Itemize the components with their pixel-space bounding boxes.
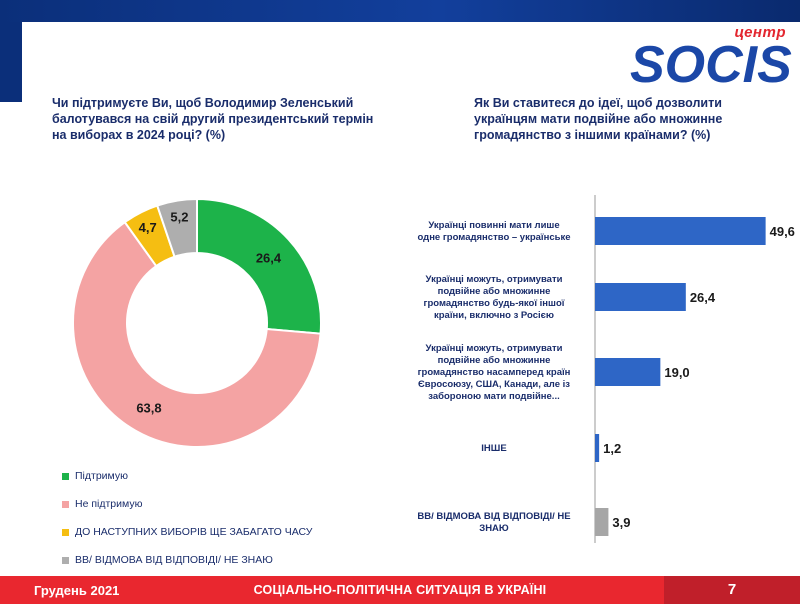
donut-slice-1: [72, 220, 322, 448]
bar-category-line: Українці можуть, отримувати: [426, 343, 563, 354]
bar-category-line: Українці повинні мати лише: [428, 220, 559, 231]
bar-value-0: 49,6: [770, 224, 795, 239]
legend-item-0: Підтримую: [62, 462, 422, 490]
logo-small-text: центр: [734, 24, 786, 41]
donut-legend: Підтримую Не підтримую ДО НАСТУПНИХ ВИБОРІ…: [62, 462, 422, 574]
donut-label-0: 26,4: [256, 250, 282, 265]
bar-category-3: ІНШЕ: [481, 443, 506, 454]
bar-value-4: 3,9: [612, 515, 630, 530]
footer-title: СОЦІАЛЬНО-ПОЛІТИЧНА СИТУАЦІЯ В УКРАЇНІ: [253, 583, 547, 597]
top-banner: [0, 0, 800, 22]
legend-swatch-1: [62, 500, 69, 508]
socis-logo: центр SOCIS: [628, 22, 798, 92]
legend-label-2: ДО НАСТУПНИХ ВИБОРІВ ЩЕ ЗАБАГАТО ЧАСУ: [75, 526, 313, 538]
bar-category-2: Українці можуть, отримувати подвійне або …: [418, 343, 571, 402]
bar-category-line: ЗНАЮ: [479, 523, 509, 534]
bar-value-3: 1,2: [603, 441, 621, 456]
bar-category-4: ВВ/ ВІДМОВА ВІД ВІДПОВІДІ/ НЕ ЗНАЮ: [417, 511, 570, 534]
donut-slice-3: [155, 197, 198, 258]
bar-value-1: 26,4: [690, 290, 716, 305]
bar-category-0: Українці повинні мати лише одне громадянс…: [417, 220, 570, 243]
footer-date: Грудень 2021: [34, 583, 120, 598]
page-number: 7: [664, 576, 800, 604]
logo-mark: SOCIS: [630, 36, 792, 92]
bar-3: [595, 434, 600, 462]
donut-label-3: 5,2: [170, 209, 188, 224]
bar-1: [595, 283, 686, 311]
support-donut-chart: 26,4 63,8 4,7 5,2: [72, 197, 322, 448]
bar-category-line: громадянство насамперед країн: [418, 367, 571, 378]
legend-item-2: ДО НАСТУПНИХ ВИБОРІВ ЩЕ ЗАБАГАТО ЧАСУ: [62, 518, 422, 546]
bar-category-line: подвійне або множинне: [438, 286, 551, 297]
bar-category-line: громадянство будь-якої іншої: [424, 298, 565, 309]
bar-category-line: подвійне або множинне: [438, 355, 551, 366]
bar-category-line: країни, включно з Росією: [434, 310, 554, 321]
bar-value-2: 19,0: [664, 365, 689, 380]
logo-main-text: SOCIS: [630, 36, 792, 92]
bar-category-line: ВВ/ ВІДМОВА ВІД ВІДПОВІДІ/ НЕ: [417, 511, 570, 522]
bar-category-line: ІНШЕ: [481, 443, 506, 454]
legend-label-3: ВВ/ ВІДМОВА ВІД ВІДПОВІДІ/ НЕ ЗНАЮ: [75, 554, 273, 566]
bar-category-line: Євросоюзу, США, Канади, але із: [418, 379, 570, 390]
legend-item-3: ВВ/ ВІДМОВА ВІД ВІДПОВІДІ/ НЕ ЗНАЮ: [62, 546, 422, 574]
right-question-title: Як Ви ставитеся до ідеї, щоб дозволити у…: [474, 96, 723, 142]
legend-item-1: Не підтримую: [62, 490, 422, 518]
legend-label-0: Підтримую: [75, 470, 128, 482]
citizenship-bar-chart: 49,6 Українці повинні мати лише одне грома…: [417, 195, 795, 543]
bar-category-line: забороною мати подвійне...: [428, 391, 559, 402]
donut-label-2: 4,7: [139, 220, 157, 235]
donut-label-1: 63,8: [136, 400, 161, 415]
left-accent-strip: [0, 22, 22, 102]
legend-swatch-0: [62, 472, 69, 480]
donut-slice-0: [196, 197, 322, 335]
left-question-title: Чи підтримуєте Ви, щоб Володимир Зеленсь…: [52, 96, 374, 142]
footer-bar: Грудень 2021 СОЦІАЛЬНО-ПОЛІТИЧНА СИТУАЦІ…: [0, 576, 800, 604]
legend-label-1: Не підтримую: [75, 498, 143, 510]
bar-category-line: одне громадянство – українське: [417, 232, 570, 243]
bar-2: [595, 358, 661, 386]
legend-swatch-2: [62, 528, 69, 536]
bar-category-1: Українці можуть, отримувати подвійне або …: [424, 274, 565, 321]
bar-category-line: Українці можуть, отримувати: [426, 274, 563, 285]
bar-0: [595, 217, 766, 245]
legend-swatch-3: [62, 556, 69, 564]
bar-4: [595, 508, 609, 536]
